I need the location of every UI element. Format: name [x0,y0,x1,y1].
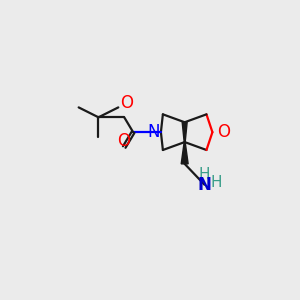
Text: H: H [211,175,222,190]
Text: H: H [199,167,210,182]
Polygon shape [181,142,188,164]
Text: O: O [218,123,230,141]
Polygon shape [182,122,187,142]
Text: O: O [120,94,133,112]
Text: O: O [117,132,130,150]
Text: N: N [147,123,160,141]
Text: N: N [198,176,212,194]
